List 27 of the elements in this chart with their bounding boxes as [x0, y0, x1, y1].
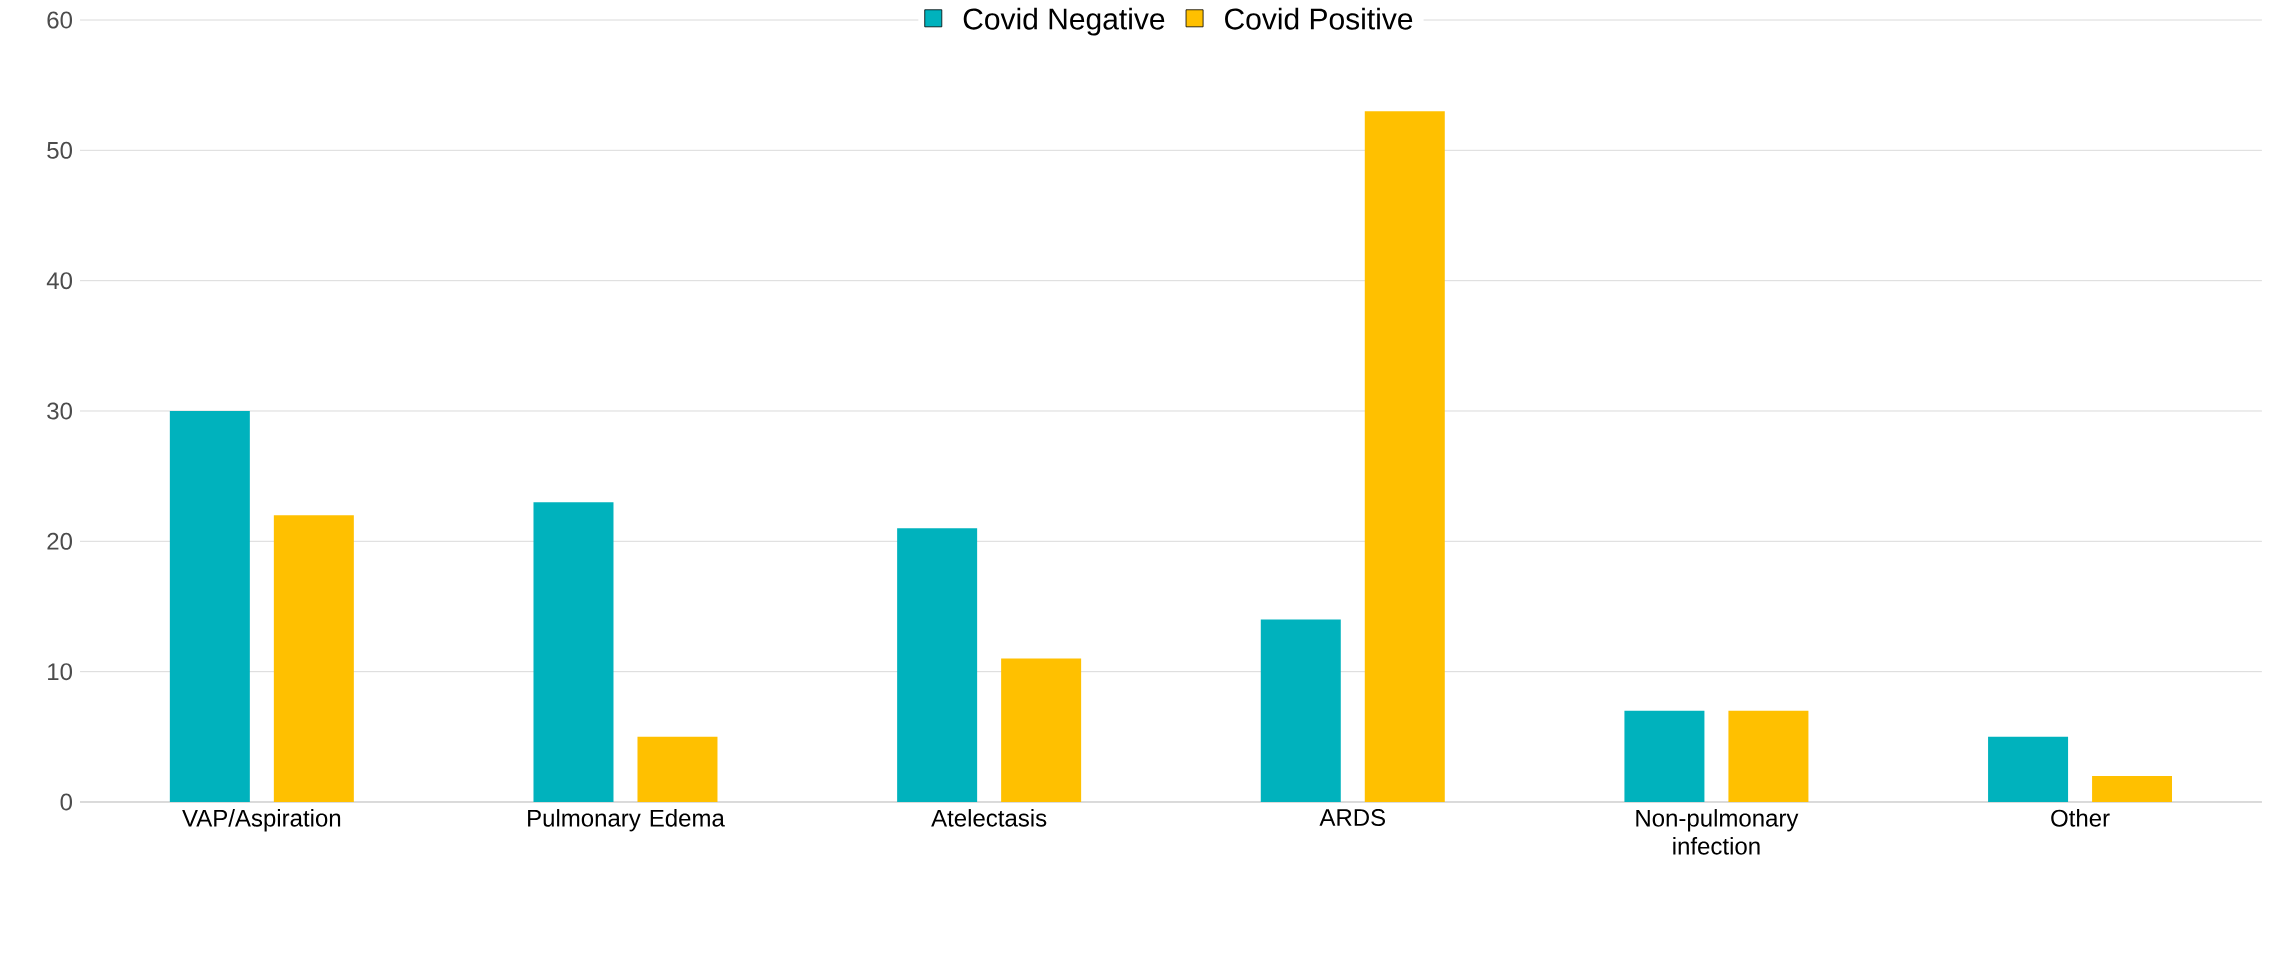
y-tick-label: 0 — [60, 793, 73, 811]
bar — [533, 502, 614, 802]
legend-label: Covid Positive — [1225, 7, 1413, 30]
bar — [1624, 710, 1705, 802]
bar — [2092, 775, 2173, 802]
x-tick-label: ARDS — [1319, 809, 1385, 827]
bar — [1364, 111, 1445, 802]
bar — [1728, 710, 1809, 802]
bar — [273, 515, 354, 802]
y-tick-label: 10 — [48, 663, 73, 681]
x-tick-label: Pulmonary Edema — [528, 809, 725, 832]
bar — [1260, 619, 1341, 802]
legend-label: Covid Negative — [963, 7, 1165, 36]
y-tick-label: 40 — [46, 272, 73, 290]
x-tick-label: VAP/Aspiration — [182, 809, 341, 832]
y-tick-label: 20 — [47, 532, 73, 550]
bar — [897, 528, 978, 802]
bar — [169, 411, 250, 802]
bar — [1988, 736, 2069, 802]
y-tick-label: 60 — [47, 11, 73, 29]
x-tick-label: Non-pulmonary infection — [1636, 809, 1799, 855]
bar — [637, 736, 718, 802]
bar — [1001, 658, 1082, 802]
x-tick-label: Other — [2051, 809, 2110, 827]
y-tick-label: 30 — [47, 402, 73, 420]
x-tick-label: Atelectasis — [931, 809, 1047, 827]
y-tick-label: 50 — [47, 141, 73, 159]
